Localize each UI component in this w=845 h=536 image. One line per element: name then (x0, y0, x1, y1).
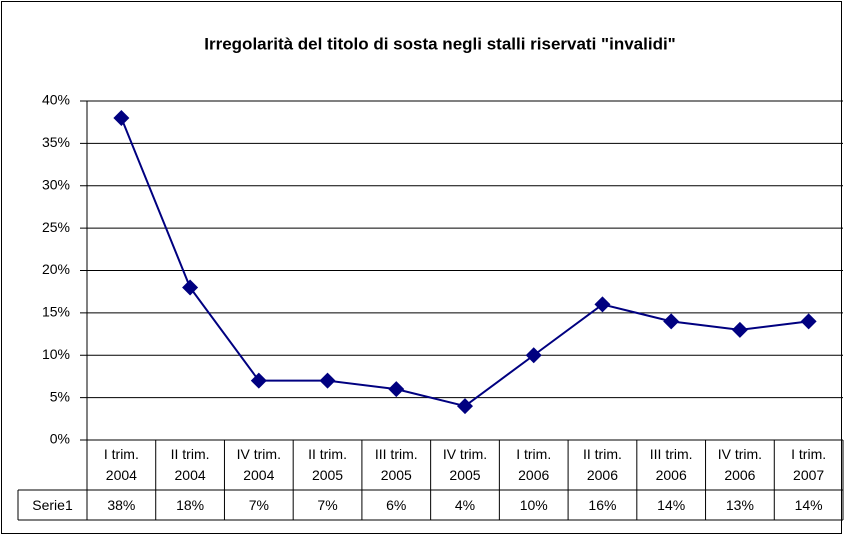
marker (731, 321, 748, 338)
marker (594, 296, 611, 313)
marker (525, 347, 542, 364)
x-tick-label: II trim. 2006 (582, 446, 622, 483)
data-label: 14% (794, 496, 823, 513)
marker (800, 313, 817, 330)
x-tick-label: IV trim. 2005 (442, 446, 488, 483)
y-tick-label: 35% (42, 134, 70, 150)
y-tick-label: 30% (42, 176, 70, 192)
marker (113, 109, 130, 126)
marker (250, 372, 267, 389)
y-tick-label: 10% (42, 346, 70, 362)
y-tick-label: 40% (42, 92, 70, 108)
x-tick-label: IV trim. 2006 (717, 446, 763, 483)
data-label: 18% (176, 496, 205, 513)
data-label: 13% (725, 496, 754, 513)
data-label: 4% (454, 496, 476, 513)
line (120, 117, 809, 408)
data-label: 7% (317, 496, 338, 513)
marker (663, 313, 680, 330)
marker (457, 398, 473, 415)
y-tick-label: 15% (42, 304, 70, 320)
data-label: 38% (107, 496, 136, 513)
x-tick-label: I trim. 2004 (103, 446, 139, 483)
marker (182, 279, 199, 296)
x-tick-label: II trim. 2005 (308, 446, 347, 483)
y-tick-label: 25% (42, 219, 70, 235)
marker (319, 372, 336, 389)
x-tick-label: I trim. 2006 (516, 446, 552, 483)
legend-label: Serie1 (32, 496, 73, 513)
x-tick-label: IV trim. 2004 (236, 446, 281, 483)
y-tick-label: 0% (50, 431, 70, 447)
marker (388, 381, 405, 398)
data-label: 16% (588, 496, 617, 513)
data-label: 7% (248, 496, 269, 513)
data-label: 6% (386, 496, 407, 513)
y-tick-label: 5% (50, 388, 70, 404)
y-tick-label: 20% (42, 261, 70, 277)
data-label: 10% (519, 496, 548, 513)
data-label: 14% (657, 496, 686, 513)
x-tick-label: III trim. 2006 (649, 446, 693, 483)
x-tick-label: III trim. 2005 (374, 446, 418, 483)
chart-title: Irregolarità del titolo di sosta negli s… (204, 34, 675, 53)
x-tick-label: I trim. 2007 (791, 446, 827, 483)
x-tick-label: II trim. 2004 (170, 446, 210, 483)
